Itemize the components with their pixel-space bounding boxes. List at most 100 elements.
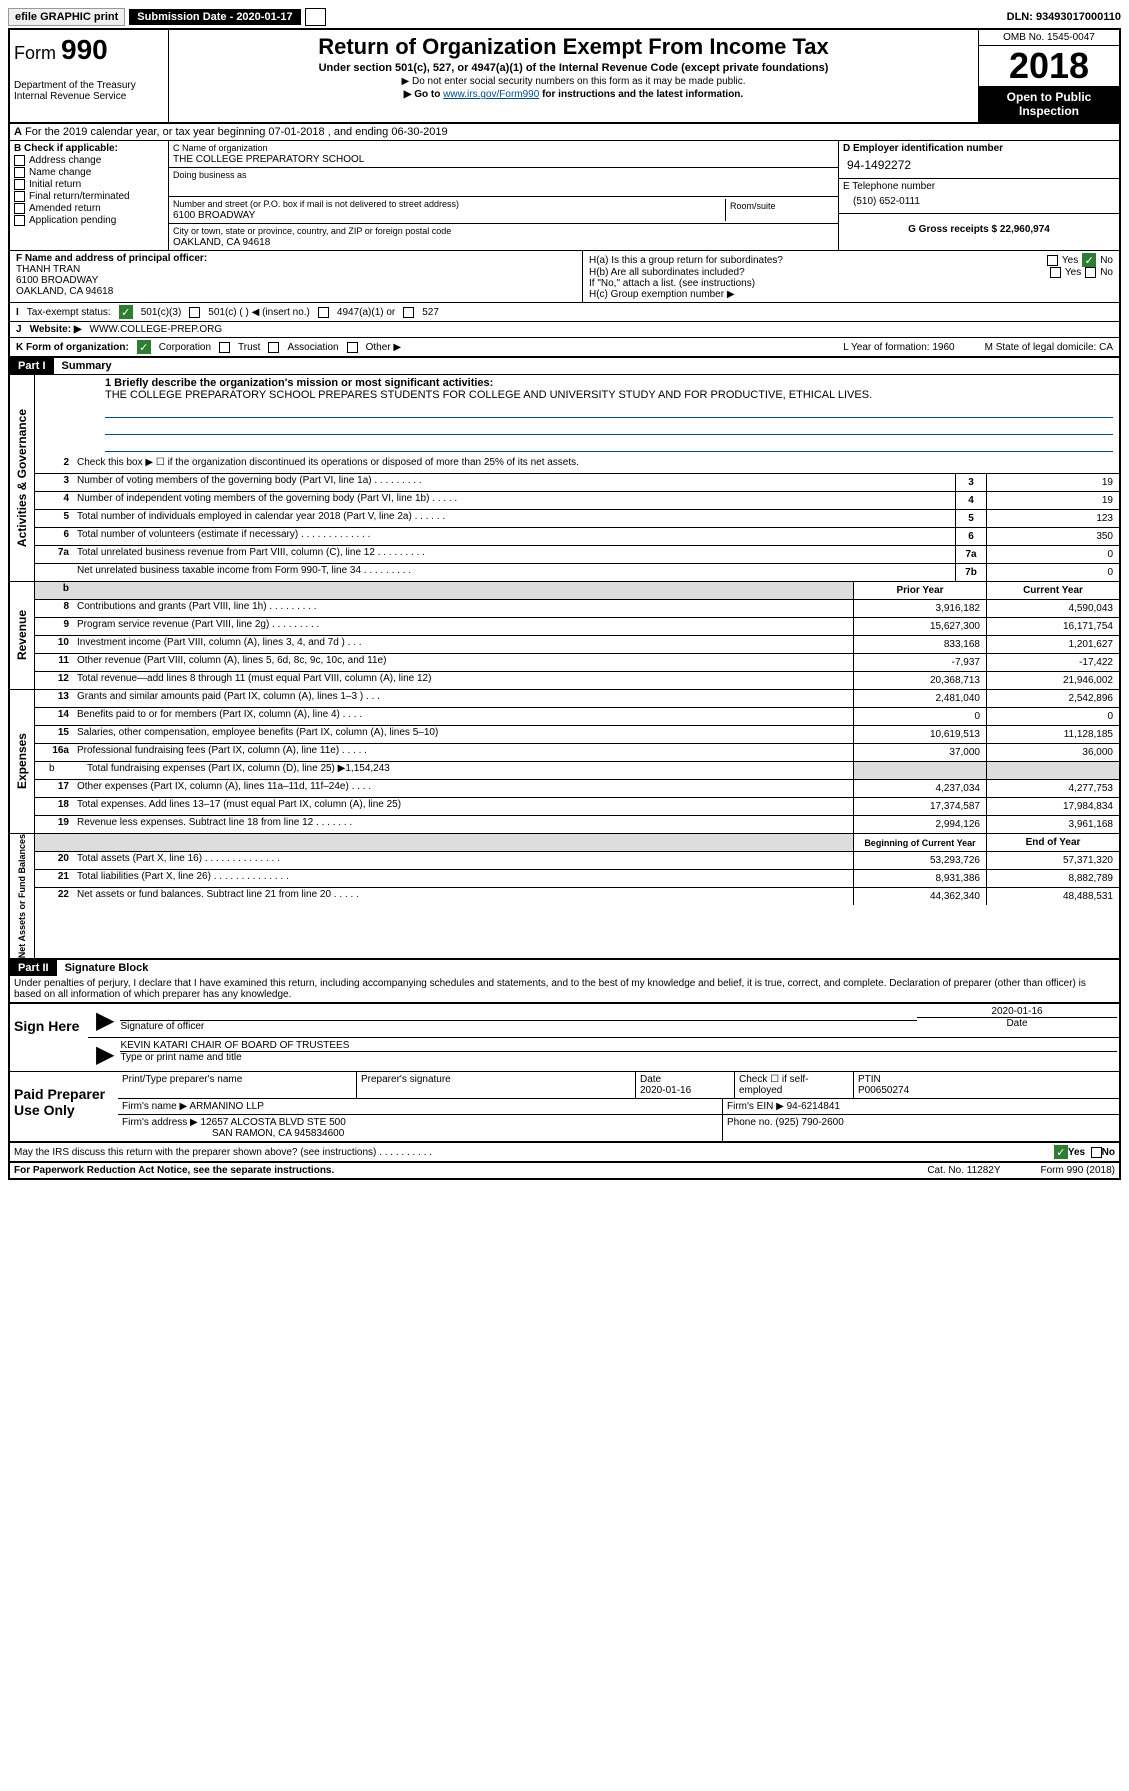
form-number: Form 990 — [14, 34, 164, 66]
part-ii-header: Part IISignature Block — [10, 960, 1119, 976]
sig-officer-label: Signature of officer — [120, 1021, 204, 1032]
beg-year-header: Beginning of Current Year — [853, 834, 986, 851]
officer-addr1: 6100 BROADWAY — [16, 275, 98, 286]
prior-value: 10,619,513 — [853, 726, 986, 743]
line-text: Total unrelated business revenue from Pa… — [73, 546, 955, 563]
open-public-badge: Open to Public Inspection — [979, 86, 1119, 122]
prior-value: 15,627,300 — [853, 618, 986, 635]
current-value: 1,201,627 — [986, 636, 1119, 653]
footer: For Paperwork Reduction Act Notice, see … — [10, 1163, 1119, 1178]
current-value: 57,371,320 — [986, 852, 1119, 869]
checkbox[interactable] — [14, 155, 25, 166]
line-box: 4 — [955, 492, 986, 509]
efile-print-button[interactable]: efile GRAPHIC print — [8, 8, 125, 26]
prior-value: 2,481,040 — [853, 690, 986, 707]
prior-value: 833,168 — [853, 636, 986, 653]
line-text: Other expenses (Part IX, column (A), lin… — [73, 780, 853, 797]
line-value: 19 — [986, 492, 1119, 509]
ssn-notice: ▶ Do not enter social security numbers o… — [173, 76, 974, 87]
prior-value: 2,994,126 — [853, 816, 986, 833]
officer-name: THANH TRAN — [16, 264, 80, 275]
form-subtitle: Under section 501(c), 527, or 4947(a)(1)… — [173, 62, 974, 74]
firm-ein: 94-6214841 — [787, 1101, 840, 1112]
prior-value: 0 — [853, 708, 986, 725]
4947-checkbox[interactable] — [318, 307, 329, 318]
prior-value: 3,916,182 — [853, 600, 986, 617]
website-url: WWW.COLLEGE-PREP.ORG — [90, 324, 223, 335]
prior-value — [853, 762, 986, 779]
ein-label: D Employer identification number — [843, 143, 1003, 154]
hb-yes-checkbox[interactable] — [1050, 267, 1061, 278]
cat-no: Cat. No. 11282Y — [927, 1165, 1000, 1176]
current-value: 2,542,896 — [986, 690, 1119, 707]
revenue-section: Revenue bPrior YearCurrent Year 8Contrib… — [10, 582, 1119, 690]
date-label: Date — [917, 1017, 1117, 1029]
year-formation: L Year of formation: 1960 — [843, 342, 954, 353]
preparer-date: 2020-01-16 — [640, 1085, 691, 1096]
firm-addr: 12657 ALCOSTA BLVD STE 500 — [201, 1117, 346, 1128]
section-b-checkboxes: B Check if applicable: Address changeNam… — [10, 141, 169, 250]
assoc-checkbox[interactable] — [268, 342, 279, 353]
website-label: Website: ▶ — [30, 324, 82, 335]
current-value: 17,984,834 — [986, 798, 1119, 815]
irs-link[interactable]: www.irs.gov/Form990 — [443, 89, 539, 100]
current-year-header: Current Year — [986, 582, 1119, 599]
room-label: Room/suite — [730, 201, 776, 211]
officer-addr2: OAKLAND, CA 94618 — [16, 286, 113, 297]
discuss-row: May the IRS discuss this return with the… — [10, 1143, 1119, 1163]
city-state-zip: OAKLAND, CA 94618 — [173, 237, 270, 248]
h-c-label: H(c) Group exemption number ▶ — [589, 289, 1113, 300]
checkbox-label: Final return/terminated — [29, 191, 130, 202]
street-address: 6100 BROADWAY — [173, 210, 255, 221]
form-container: Form 990 Department of the Treasury Inte… — [8, 28, 1121, 1180]
row-a-tax-year: A For the 2019 calendar year, or tax yea… — [10, 124, 1119, 141]
row-i-tax-status: ITax-exempt status: ✓501(c)(3) 501(c) ( … — [10, 303, 1119, 322]
corp-checkbox[interactable]: ✓ — [137, 340, 151, 354]
checkbox[interactable] — [14, 215, 25, 226]
paid-preparer-label: Paid Preparer Use Only — [10, 1072, 118, 1141]
tax-exempt-label: Tax-exempt status: — [27, 307, 111, 318]
checkbox[interactable] — [14, 179, 25, 190]
prior-year-header: Prior Year — [853, 582, 986, 599]
line-text: Total assets (Part X, line 16) . . . . .… — [73, 852, 853, 869]
501c-checkbox[interactable] — [189, 307, 200, 318]
line-value: 0 — [986, 546, 1119, 563]
prior-value: 44,362,340 — [853, 888, 986, 905]
prior-value: -7,937 — [853, 654, 986, 671]
checkbox[interactable] — [14, 191, 25, 202]
checkbox-label: Initial return — [29, 179, 81, 190]
ha-yes-checkbox[interactable] — [1047, 255, 1058, 266]
current-value: 8,882,789 — [986, 870, 1119, 887]
checkbox[interactable] — [14, 167, 25, 178]
h-b-label: H(b) Are all subordinates included? — [589, 267, 745, 278]
other-checkbox[interactable] — [347, 342, 358, 353]
checkbox[interactable] — [14, 203, 25, 214]
officer-label: F Name and address of principal officer: — [16, 253, 207, 264]
q2-text: Check this box ▶ ☐ if the organization d… — [73, 456, 1119, 473]
ha-no-checkbox[interactable]: ✓ — [1082, 253, 1096, 267]
h-b-note: If "No," attach a list. (see instruction… — [589, 278, 1113, 289]
line-text: Total expenses. Add lines 13–17 (must eq… — [73, 798, 853, 815]
501c3-checkbox[interactable]: ✓ — [119, 305, 133, 319]
row-k-l-m: K Form of organization: ✓Corporation Tru… — [10, 338, 1119, 358]
submission-date-blank — [305, 8, 326, 26]
trust-checkbox[interactable] — [219, 342, 230, 353]
line-text: Professional fundraising fees (Part IX, … — [73, 744, 853, 761]
line-text: Benefits paid to or for members (Part IX… — [73, 708, 853, 725]
self-employed-check[interactable]: Check ☐ if self-employed — [739, 1074, 809, 1096]
city-label: City or town, state or province, country… — [173, 226, 451, 236]
discuss-yes-checkbox[interactable]: ✓ — [1054, 1145, 1068, 1159]
state-domicile: M State of legal domicile: CA — [985, 342, 1113, 353]
officer-name-title: KEVIN KATARI CHAIR OF BOARD OF TRUSTEES — [120, 1040, 349, 1051]
current-value: 16,171,754 — [986, 618, 1119, 635]
527-checkbox[interactable] — [403, 307, 414, 318]
hb-no-checkbox[interactable] — [1085, 267, 1096, 278]
line-value: 350 — [986, 528, 1119, 545]
side-net: Net Assets or Fund Balances — [17, 834, 27, 958]
prior-value: 37,000 — [853, 744, 986, 761]
tel-label: E Telephone number — [843, 181, 935, 192]
line-text: Total fundraising expenses (Part IX, col… — [83, 762, 853, 779]
discuss-no-checkbox[interactable] — [1091, 1147, 1102, 1158]
topbar: efile GRAPHIC print Submission Date - 20… — [8, 8, 1121, 26]
line-text: Other revenue (Part VIII, column (A), li… — [73, 654, 853, 671]
